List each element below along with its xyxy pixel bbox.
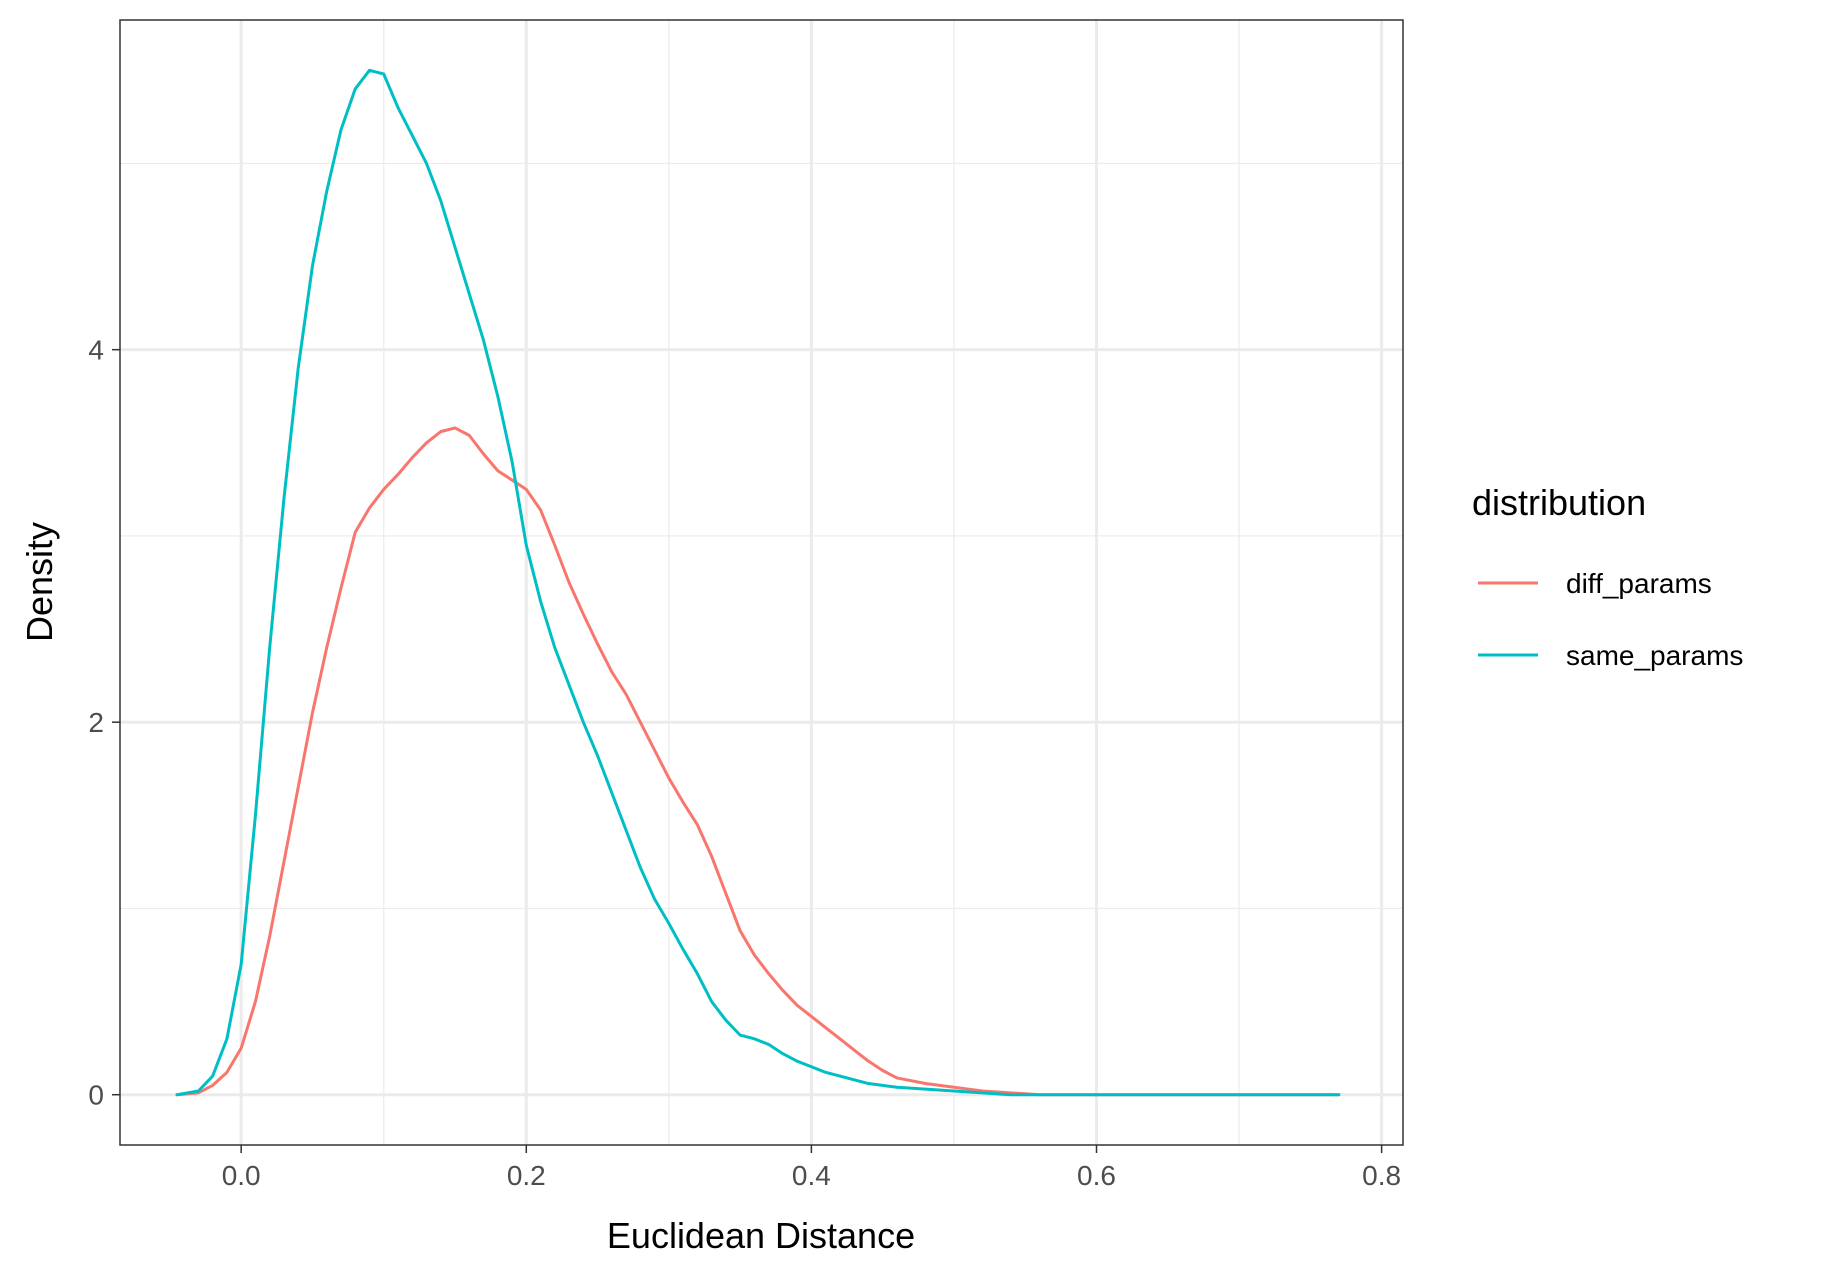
grid-minor xyxy=(120,20,1403,1145)
plot-panel xyxy=(120,20,1403,1145)
legend: distribution diff_params same_params xyxy=(1472,482,1743,671)
y-tick-label: 4 xyxy=(88,335,104,366)
x-tick-label: 0.4 xyxy=(792,1160,831,1191)
y-axis: 0 2 4 xyxy=(88,335,120,1111)
y-tick-label: 0 xyxy=(88,1080,104,1111)
series-line-same-params xyxy=(175,68,1341,1097)
plot-border xyxy=(119,19,1404,1146)
x-tick-label: 0.2 xyxy=(507,1160,546,1191)
x-axis-title: Euclidean Distance xyxy=(607,1215,915,1256)
legend-title: distribution xyxy=(1472,482,1646,523)
grid-major xyxy=(120,20,1403,1145)
x-axis: 0.0 0.2 0.4 0.6 0.8 xyxy=(222,1145,1401,1191)
legend-label-same-params: same_params xyxy=(1566,640,1743,671)
series-line-diff-params xyxy=(175,426,1341,1097)
x-tick-label: 0.8 xyxy=(1362,1160,1401,1191)
x-tick-label: 0.0 xyxy=(222,1160,261,1191)
x-tick-label: 0.6 xyxy=(1077,1160,1116,1191)
y-tick-label: 2 xyxy=(88,707,104,738)
y-axis-title: Density xyxy=(19,522,60,642)
legend-label-diff-params: diff_params xyxy=(1566,568,1712,599)
series-lines xyxy=(175,68,1341,1097)
